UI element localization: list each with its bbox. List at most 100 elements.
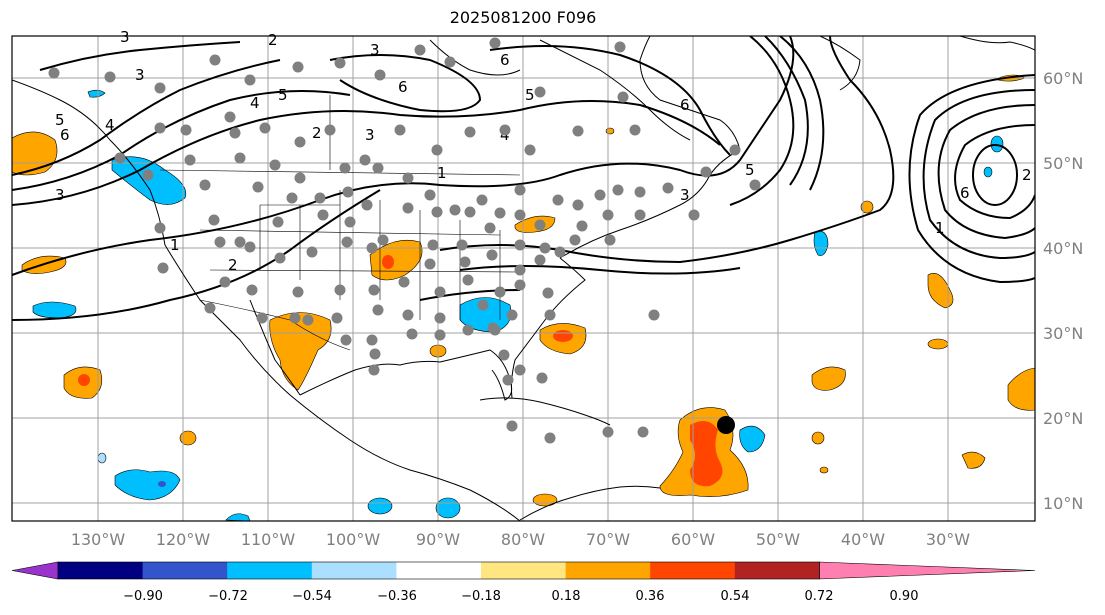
colorbar-tick-label: 0.18	[552, 589, 581, 604]
station-dot	[306, 246, 318, 258]
station-dot	[104, 71, 116, 83]
station-dot	[617, 91, 629, 103]
negative-anomaly-region	[983, 166, 993, 178]
lon-label: 80°W	[501, 530, 545, 549]
negative-anomaly-region	[32, 301, 77, 319]
station-dot	[317, 209, 329, 221]
contour-label: 5	[745, 161, 755, 179]
station-dot	[244, 74, 256, 86]
station-dot	[402, 202, 414, 214]
station-dot	[462, 324, 474, 336]
station-dot	[142, 169, 154, 181]
colorbar-extend-low	[11, 561, 59, 580]
positive-anomaly-region	[269, 312, 332, 391]
lon-label: 130°W	[71, 530, 126, 549]
strong-positive-core	[78, 374, 90, 386]
political-borders	[159, 95, 521, 351]
station-dot	[372, 304, 384, 316]
station-dot	[114, 152, 126, 164]
station-dot	[462, 274, 474, 286]
colorbar-segment	[227, 562, 313, 579]
station-markers	[48, 37, 761, 444]
station-dot	[154, 82, 166, 94]
station-dot	[369, 348, 381, 360]
station-dot	[484, 222, 496, 234]
contour-label: 3	[135, 66, 145, 84]
station-dot	[477, 299, 489, 311]
negative-anomaly-region	[990, 135, 1004, 153]
station-dot	[314, 192, 326, 204]
positive-anomaly-region	[811, 431, 825, 445]
station-dot	[294, 136, 306, 148]
station-dot	[402, 172, 414, 184]
station-dot	[269, 159, 281, 171]
station-dot	[234, 236, 246, 248]
lat-label: 40°N	[1043, 239, 1083, 258]
contour-label: 2	[312, 124, 322, 142]
positive-anomaly-region	[819, 466, 829, 474]
positive-anomaly-region	[927, 273, 954, 309]
station-dot	[302, 314, 314, 326]
station-dot	[444, 56, 456, 68]
longitude-labels: 130°W 120°W 110°W 100°W 90°W 80°W 70°W 6…	[71, 530, 970, 549]
positive-anomaly-region	[1007, 367, 1035, 411]
lon-label: 90°W	[416, 530, 460, 549]
station-dot	[372, 162, 384, 174]
colorbar-segment	[311, 562, 397, 579]
station-dot	[340, 334, 352, 346]
contour-label: 6	[398, 78, 408, 96]
station-dot	[612, 184, 624, 196]
station-dot	[487, 322, 499, 334]
station-dot	[729, 144, 741, 156]
station-dot	[572, 125, 584, 137]
contour-label: 4	[105, 116, 115, 134]
negative-anomaly-region	[367, 497, 393, 515]
station-dot	[414, 44, 426, 56]
station-dot	[494, 286, 506, 298]
lat-label: 60°N	[1043, 69, 1083, 88]
colorbar-tick-label: 0.90	[890, 589, 919, 604]
colorbar-tick-label: −0.36	[377, 589, 417, 604]
station-dot	[534, 254, 546, 266]
station-dot	[394, 124, 406, 136]
station-dot	[234, 152, 246, 164]
contour-label: 3	[55, 186, 65, 204]
station-dot	[292, 286, 304, 298]
station-dot	[700, 166, 712, 178]
station-dot	[634, 209, 646, 221]
station-dot	[427, 239, 439, 251]
lon-label: 110°W	[241, 530, 296, 549]
station-dot	[502, 374, 514, 386]
station-dot	[229, 127, 241, 139]
colorbar-tick-label: −0.18	[461, 589, 501, 604]
station-dot	[544, 309, 556, 321]
station-dot	[614, 41, 626, 53]
station-dot	[637, 426, 649, 438]
colorbar-segment	[734, 562, 820, 579]
lat-label: 50°N	[1043, 154, 1083, 173]
station-dot	[334, 284, 346, 296]
station-dot	[366, 334, 378, 346]
lat-label: 20°N	[1043, 409, 1083, 428]
station-dot	[506, 420, 518, 432]
station-dot	[542, 287, 554, 299]
lon-label: 30°W	[926, 530, 970, 549]
station-dot	[464, 206, 476, 218]
station-dot	[406, 328, 418, 340]
positive-anomaly-region	[532, 493, 558, 507]
station-dot	[157, 262, 169, 274]
lon-label: 50°W	[756, 530, 800, 549]
station-dot	[552, 194, 564, 206]
station-dot	[184, 154, 196, 166]
anomaly-fills	[12, 74, 1035, 521]
station-dot	[244, 241, 256, 253]
positive-anomaly-region	[369, 239, 423, 281]
contour-label: 5	[55, 111, 65, 129]
station-dot	[48, 67, 60, 79]
station-dot	[434, 329, 446, 341]
colorbar-segment	[481, 562, 567, 579]
station-dot	[292, 61, 304, 73]
contour-label: 6	[60, 126, 70, 144]
contour-label-group: 3 2 3 6 5 4 3 1 6 4 5 6 4 2 3 1 2 3 5 6 …	[55, 28, 1032, 274]
station-dot	[219, 276, 231, 288]
